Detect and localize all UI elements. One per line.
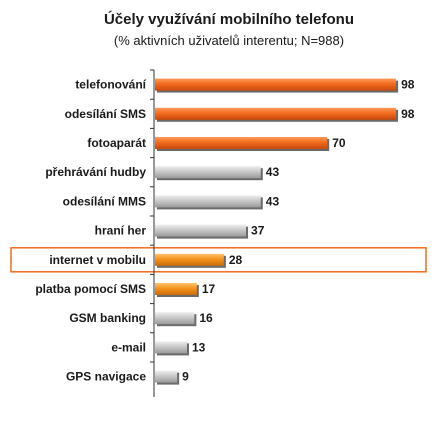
value-label: 70 bbox=[332, 136, 346, 150]
category-label: telefonování bbox=[75, 78, 146, 92]
value-label: 17 bbox=[202, 282, 216, 296]
bar bbox=[155, 137, 328, 149]
bar bbox=[155, 195, 261, 208]
bar bbox=[155, 166, 261, 179]
category-label: GSM banking bbox=[69, 311, 146, 325]
category-label: odesílání MMS bbox=[63, 194, 146, 208]
bar bbox=[155, 224, 247, 237]
value-label: 13 bbox=[192, 340, 206, 354]
highlight-box bbox=[10, 247, 427, 273]
bar bbox=[155, 253, 224, 266]
bar bbox=[155, 370, 178, 383]
category-label: přehrávání hudby bbox=[45, 165, 146, 179]
value-label: 28 bbox=[229, 253, 243, 267]
bars-layer: telefonování 98 odesílání SMS 98 fotoaparát 7… bbox=[10, 69, 427, 385]
chart-subtitle: (% aktivních uživatelů interentu; N=988) bbox=[114, 33, 344, 48]
value-label: 16 bbox=[199, 311, 213, 325]
value-label: 43 bbox=[266, 194, 280, 208]
category-label: e-mail bbox=[111, 340, 146, 354]
category-label: fotoaparát bbox=[87, 136, 146, 150]
bar bbox=[155, 283, 197, 295]
bar bbox=[155, 312, 195, 325]
category-label: platba pomocí SMS bbox=[35, 282, 146, 296]
category-label: hraní her bbox=[95, 224, 147, 238]
value-label: 37 bbox=[251, 224, 265, 238]
value-label: 9 bbox=[182, 370, 189, 384]
category-label: GPS navigace bbox=[66, 370, 146, 384]
value-label: 98 bbox=[401, 107, 415, 121]
bar bbox=[155, 78, 397, 91]
category-label: odesílání SMS bbox=[65, 107, 146, 121]
bar bbox=[155, 341, 187, 354]
value-label: 98 bbox=[401, 78, 415, 92]
category-label: internet v mobilu bbox=[49, 253, 146, 267]
value-label: 43 bbox=[266, 165, 280, 179]
chart-title: Účely využívání mobilního telefonu bbox=[104, 10, 354, 28]
bar bbox=[155, 107, 397, 120]
